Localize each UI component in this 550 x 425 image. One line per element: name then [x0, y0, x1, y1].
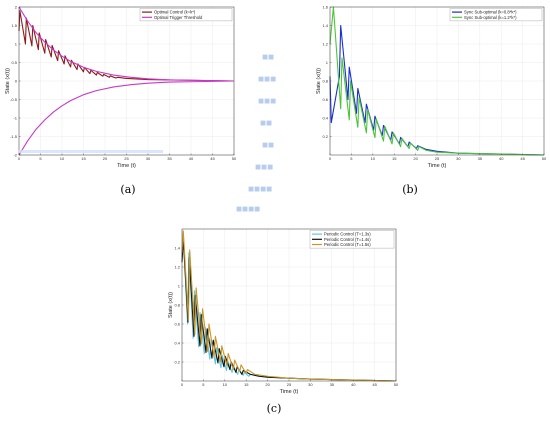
- artifact-glyph: ■■■: [258, 96, 276, 107]
- x-tick-label: 50: [232, 156, 237, 161]
- y-axis-label: State (x(t)): [5, 68, 11, 94]
- y-axis-label: State (x(t)): [168, 292, 174, 318]
- x-tick-label: 15: [392, 156, 397, 161]
- panel-a-chart: 0 5 10 15 20 25 30 35 40 45 50 -2 -1.5 -1 -0.5 0 0.5 1 1.5…: [5, 4, 237, 169]
- y-tick-label: 0.5: [11, 60, 17, 65]
- artifact-glyph: ■■■■: [236, 204, 260, 215]
- x-tick-label: 10: [60, 156, 65, 161]
- y-tick-label: 0.2: [174, 359, 180, 364]
- x-tick-label: 5: [350, 156, 353, 161]
- x-tick-label: 45: [372, 382, 377, 387]
- y-tick-label: 1: [326, 60, 329, 65]
- y-tick-label: 1.5: [11, 23, 17, 28]
- x-axis-label: Time (t): [428, 163, 447, 169]
- x-tick-label: 15: [244, 382, 249, 387]
- x-tick-label: 40: [189, 156, 194, 161]
- series-line-3: [18, 80, 235, 156]
- series-line-1: [18, 10, 235, 82]
- caption-a: (a): [120, 183, 135, 196]
- y-tick-label: -2: [13, 152, 17, 157]
- x-tick-label: 20: [103, 156, 108, 161]
- legend-entry: Periodic Control (T=1.4s): [324, 237, 371, 242]
- x-tick-label: 25: [124, 156, 129, 161]
- y-tick-label: 1.2: [174, 264, 180, 269]
- background-artifacts: ■■ ■■■ ■■■ ■■ ■■ ■■■ ■■■■ ■■■■: [18, 52, 276, 215]
- caption-b: (b): [402, 183, 418, 196]
- x-tick-label: 45: [210, 156, 215, 161]
- legend-box: [309, 230, 395, 249]
- artifact-glyph: ■■■: [255, 162, 273, 173]
- y-tick-label: 0.6: [322, 97, 328, 102]
- y-tick-label: 0.4: [322, 115, 328, 120]
- x-tick-label: 25: [287, 382, 292, 387]
- x-tick-label: 25: [435, 156, 440, 161]
- y-tick-label: 0.8: [174, 302, 180, 307]
- series-line-2: [18, 6, 235, 82]
- panel-b-chart: 0 5 10 15 20 25 30 35 40 45 50 0.2 0.4 0.6 0.8 1 1.2 1.4 1…: [316, 4, 547, 169]
- x-tick-label: 0: [18, 156, 21, 161]
- x-tick-label: 5: [202, 382, 205, 387]
- y-tick-label: 1: [15, 41, 18, 46]
- x-tick-label: 35: [330, 382, 335, 387]
- x-tick-label: 30: [456, 156, 461, 161]
- artifact-glyph: ■■■: [258, 74, 276, 85]
- legend-entry: Optimal Control (k=k*): [154, 10, 196, 15]
- y-tick-label: -1: [13, 115, 17, 120]
- x-tick-label: 10: [223, 382, 228, 387]
- x-tick-label: 40: [351, 382, 356, 387]
- x-tick-label: 50: [394, 382, 399, 387]
- legend-entry: Periodic Control (T=1.3s): [324, 232, 371, 237]
- y-axis-label: State (x(t)): [316, 68, 322, 94]
- artifact-glyph: ■■: [262, 140, 274, 151]
- legend-entry: Optimal Trigger Threshold: [154, 15, 203, 20]
- x-tick-label: 35: [167, 156, 172, 161]
- x-tick-label: 0: [181, 382, 184, 387]
- caption-c: (c): [267, 402, 282, 415]
- y-tick-label: -1.5: [10, 134, 18, 139]
- y-tick-label: 0.2: [322, 134, 328, 139]
- y-tick-label: 0.4: [174, 340, 180, 345]
- x-tick-label: 0: [329, 156, 332, 161]
- x-tick-label: 5: [39, 156, 42, 161]
- x-tick-label: 50: [542, 156, 547, 161]
- x-tick-label: 45: [520, 156, 525, 161]
- artifact-glyph: ■■: [260, 118, 272, 129]
- y-tick-label: -0.5: [10, 97, 18, 102]
- x-tick-label: 40: [499, 156, 504, 161]
- y-tick-label: 1.2: [322, 41, 328, 46]
- y-tick-label: 0: [15, 78, 18, 83]
- x-tick-label: 30: [308, 382, 313, 387]
- artifact-glyph: ■■: [262, 52, 274, 63]
- y-tick-label: 1.6: [322, 4, 328, 9]
- y-tick-label: 1.4: [174, 245, 180, 250]
- x-tick-label: 10: [371, 156, 376, 161]
- legend-box: [449, 8, 543, 22]
- y-tick-label: 2: [15, 4, 18, 9]
- x-tick-label: 20: [265, 382, 270, 387]
- x-axis-label: Time (t): [280, 389, 299, 395]
- series-line-2: [181, 237, 397, 382]
- legend-box: [139, 8, 233, 22]
- x-axis-label: Time (t): [117, 163, 136, 169]
- series-line-2: [329, 6, 545, 156]
- series-line-3: [181, 230, 397, 382]
- x-tick-label: 15: [81, 156, 86, 161]
- y-tick-label: 0.6: [174, 321, 180, 326]
- legend-entry: Sync Sub-optimal (k=0.8*k*): [464, 10, 517, 15]
- y-tick-label: 1: [178, 283, 181, 288]
- series-line-1: [329, 24, 545, 156]
- x-tick-label: 30: [146, 156, 151, 161]
- artifact-glyph: ■■■■: [248, 184, 272, 195]
- x-tick-label: 35: [478, 156, 483, 161]
- panel-c-chart: 0 5 10 15 20 25 30 35 40 45 50 0.2 0.4 0.6 0.8 1 1.2 1.4 T…: [168, 228, 399, 395]
- legend-entry: Periodic Control (T=1.5s): [324, 242, 371, 247]
- y-tick-label: 0.8: [322, 78, 328, 83]
- legend-entry: Sync Sub-optimal (k=1.2*k*): [464, 15, 517, 20]
- artifact-band: [18, 150, 163, 153]
- x-tick-label: 20: [413, 156, 418, 161]
- y-tick-label: 1.4: [322, 23, 328, 28]
